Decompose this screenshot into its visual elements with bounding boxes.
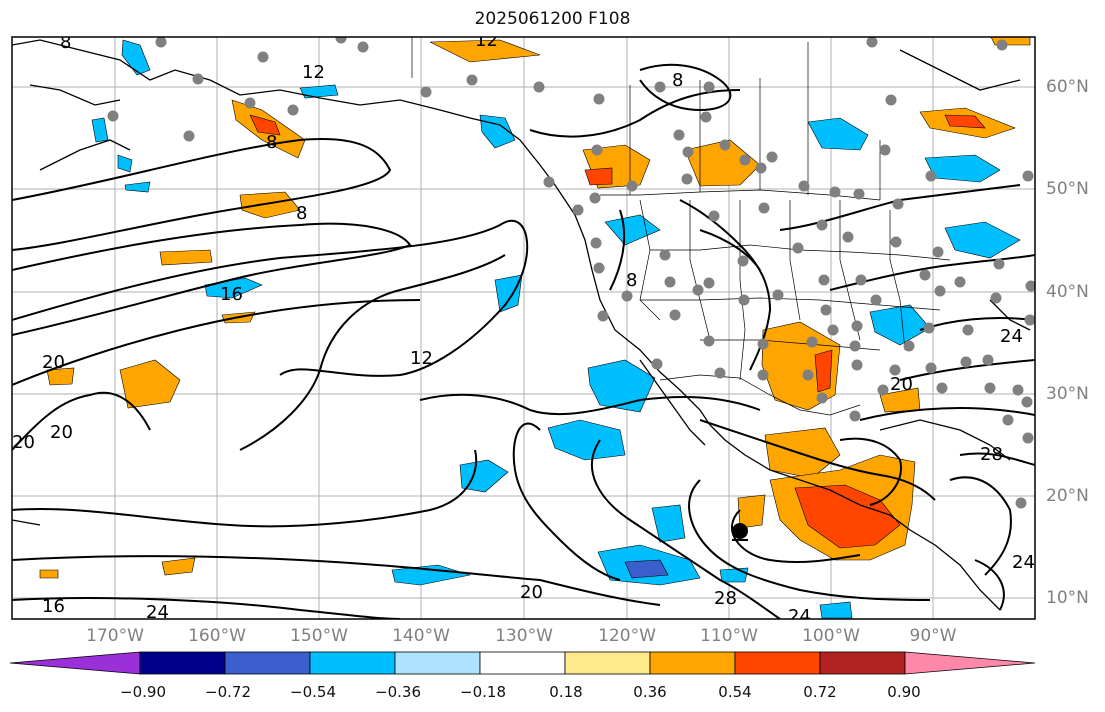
colorbar-segment: [139, 651, 226, 675]
contour-label: 8: [626, 270, 637, 291]
lon-label: 110°W: [700, 626, 758, 646]
lat-label: 20°N: [1046, 486, 1089, 506]
colorbar-label: 0.18: [549, 683, 583, 701]
colorbar-label: −0.18: [460, 683, 506, 701]
lon-label: 170°W: [86, 626, 144, 646]
lat-label: 40°N: [1046, 282, 1089, 302]
contour-label: 24: [1012, 552, 1035, 573]
lon-label: 160°W: [188, 626, 246, 646]
station-dots: [107, 37, 1035, 509]
contour-label: 12: [302, 62, 325, 83]
contour-label: 24: [1000, 326, 1023, 347]
lat-label: 60°N: [1046, 77, 1089, 97]
colorbar-segment: [734, 651, 821, 675]
colorbar-label: 0.90: [887, 683, 921, 701]
contour-label: 24: [146, 602, 169, 623]
contour-label: 20: [42, 352, 65, 373]
colorbar-label: 0.54: [718, 683, 752, 701]
contour-label: 24: [788, 606, 811, 627]
lon-label: 140°W: [392, 626, 450, 646]
colorbar-label: −0.72: [205, 683, 251, 701]
colorbar-extend-min: [10, 651, 141, 675]
colorbar: [10, 651, 1036, 675]
storm-center-icon: [732, 523, 748, 541]
contour-label: 8: [296, 203, 307, 224]
colorbar-segment: [479, 651, 566, 675]
coastlines: [12, 39, 1031, 611]
map-frame: [11, 36, 1036, 620]
contour-label: 20: [890, 374, 913, 395]
lat-label: 10°N: [1046, 588, 1089, 608]
contour-label: 16: [42, 596, 65, 617]
colorbar-label: −0.54: [290, 683, 336, 701]
colorbar-label: −0.90: [120, 683, 166, 701]
map-plot: 8 12 12 8 8 16 8 20 20 20 12 8 20 28 24 …: [11, 30, 1036, 627]
colorbar-label: −0.36: [375, 683, 421, 701]
contour-label: 28: [980, 444, 1003, 465]
colorbar-extend-max: [904, 651, 1036, 675]
lat-label: 30°N: [1046, 384, 1089, 404]
colorbar-segment: [564, 651, 651, 675]
lon-label: 90°W: [909, 626, 957, 646]
colorbar-label: 0.36: [633, 683, 667, 701]
lat-label: 50°N: [1046, 179, 1089, 199]
contour-label: 20: [520, 582, 543, 603]
contour-label-group: 8 12 12 8 8 16 8 20 20 20 12 8 20 28 24 …: [12, 30, 1035, 627]
contour-label: 8: [672, 70, 683, 91]
colorbar-segment: [394, 651, 481, 675]
map-title: 2025061200 F108: [474, 9, 631, 29]
colorbar-segment: [224, 651, 311, 675]
lon-label: 130°W: [495, 626, 553, 646]
contour-label: 28: [714, 588, 737, 609]
colorbar-label: 0.72: [803, 683, 837, 701]
contour-label: 12: [475, 30, 498, 51]
contour-label: 8: [60, 32, 71, 53]
contour-label: 20: [12, 432, 35, 453]
colorbar-segment: [309, 651, 396, 675]
political-borders: [411, 37, 951, 416]
lon-label: 120°W: [598, 626, 656, 646]
positive-anomaly-fills: [39, 37, 1031, 579]
lon-label: 100°W: [802, 626, 860, 646]
colorbar-segment: [649, 651, 736, 675]
contour-label: 8: [266, 132, 277, 153]
contour-label: 12: [410, 348, 433, 369]
contour-label: 16: [220, 284, 243, 305]
colorbar-segment: [819, 651, 906, 675]
negative-anomaly-fills: [91, 39, 1021, 619]
lon-label: 150°W: [290, 626, 348, 646]
contour-label: 20: [50, 422, 73, 443]
